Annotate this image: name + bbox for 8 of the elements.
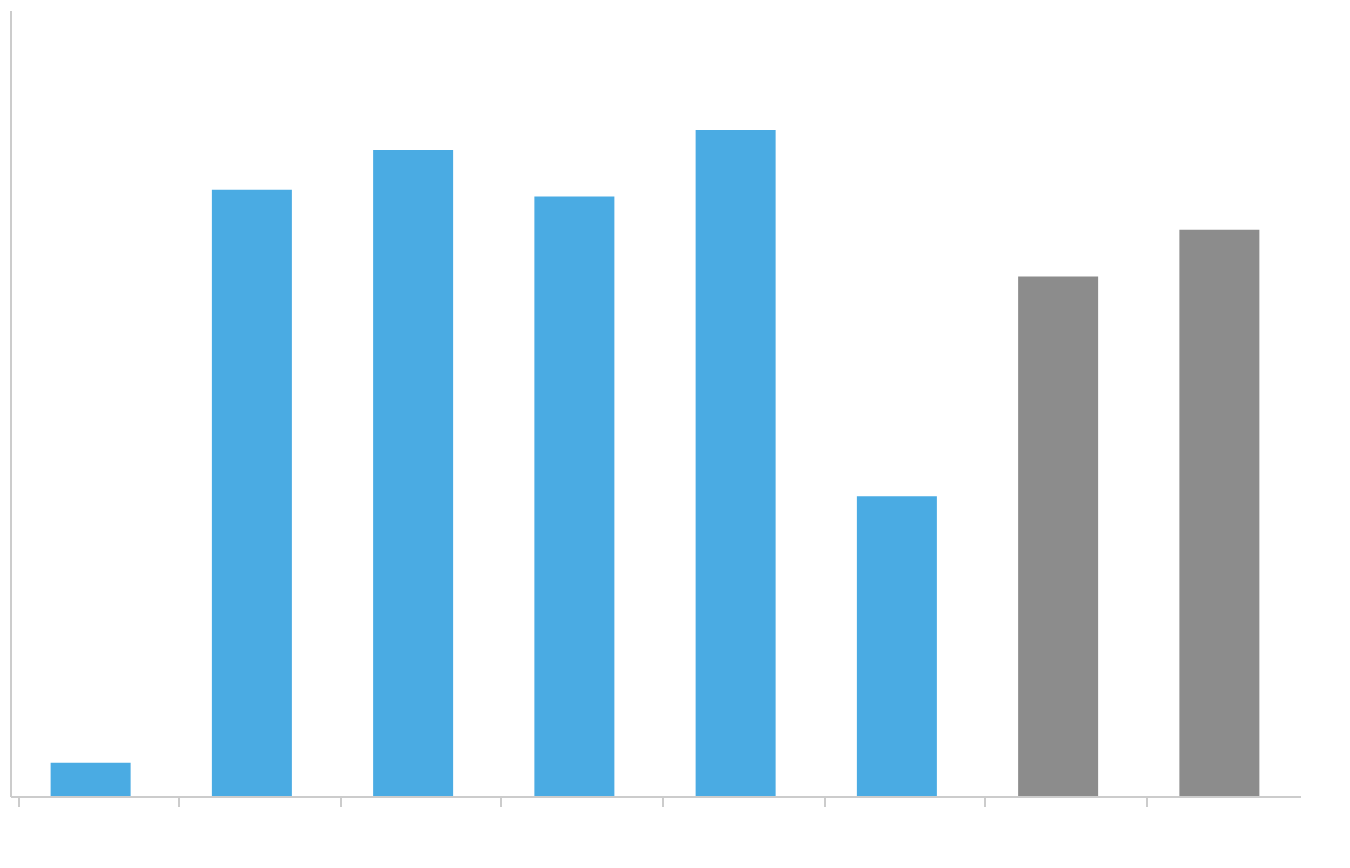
bar <box>1018 276 1099 796</box>
bar <box>695 129 776 796</box>
bar <box>1179 229 1260 796</box>
bar <box>534 196 615 796</box>
bar <box>211 189 292 796</box>
bar <box>373 149 454 796</box>
bar <box>856 496 937 796</box>
bar <box>50 762 131 796</box>
